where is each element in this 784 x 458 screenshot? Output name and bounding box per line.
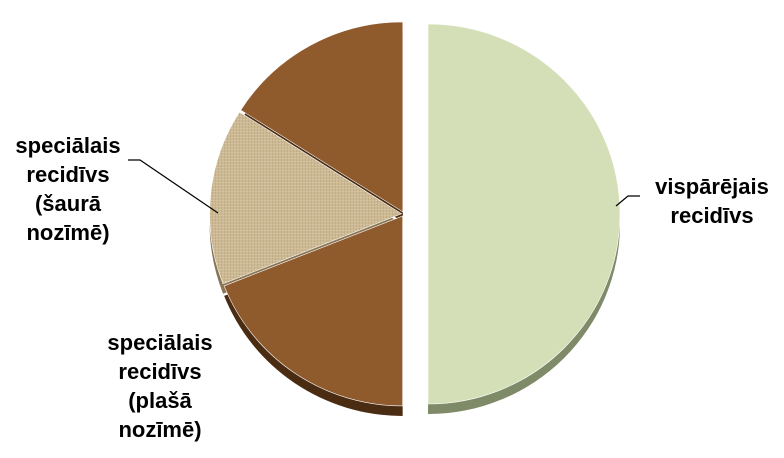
- slice-label-3-line-1: speciālais: [15, 133, 120, 158]
- slice-group: [209, 21, 621, 407]
- slice-label-2-line-3: (plašā: [128, 388, 192, 413]
- slice-label-1-line-1: vispārējais: [655, 174, 769, 199]
- slice-label-2-line-4: nozīmē): [118, 417, 201, 442]
- slice-label-2-line-2: recidīvs: [118, 359, 201, 384]
- pie-slice-2: [223, 215, 403, 407]
- slice-label-2: speciālais recidīvs (plašā nozīmē): [107, 330, 212, 442]
- slice-label-3: speciālais recidīvs (šaurā nozīmē): [15, 133, 120, 245]
- slice-label-1-line-2: recidīvs: [670, 203, 753, 228]
- slice-label-2-line-1: speciālais: [107, 330, 212, 355]
- pie-slice-1: [427, 23, 621, 405]
- slice-label-3-line-2: recidīvs: [26, 162, 109, 187]
- slice-label-1: vispārējais recidīvs: [655, 174, 769, 228]
- pie-slice-3: [209, 111, 403, 285]
- leader-line-group: [128, 159, 640, 214]
- leader-line-3: [128, 159, 219, 214]
- pie-slice-4: [240, 21, 404, 213]
- slice-label-3-line-3: (šaurā: [35, 191, 102, 216]
- slice-label-3-line-4: nozīmē): [26, 220, 109, 245]
- leader-line-1: [615, 195, 640, 207]
- label-group: vispārējais recidīvs speciālais recidīvs (pl…: [15, 133, 768, 442]
